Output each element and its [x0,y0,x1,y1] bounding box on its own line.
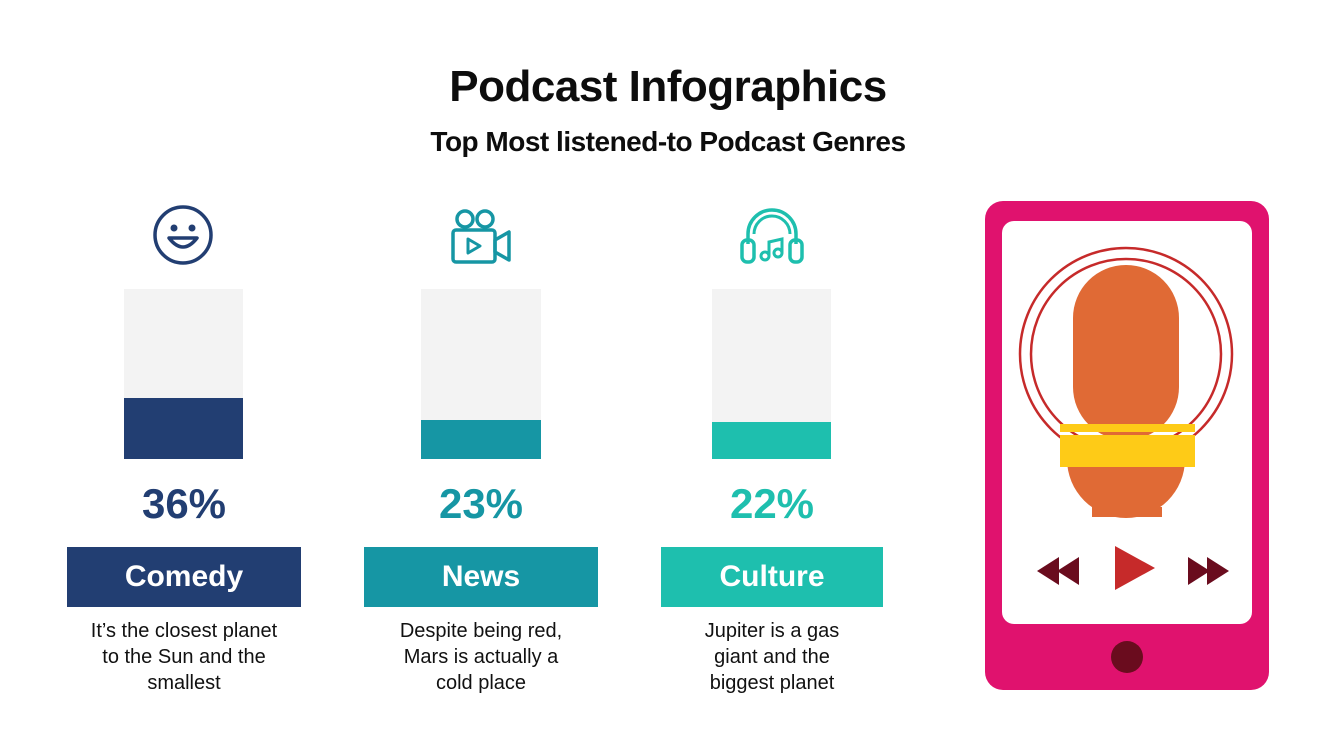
bar-fill-comedy [124,397,243,459]
value-label-news: 23% [438,480,524,527]
description-comedy: It’s the closest planet to the Sun and t… [34,618,334,696]
description-line: Jupiter is a gas [704,620,840,642]
microphone-icon [1060,265,1195,518]
description-line: smallest [147,672,221,694]
phone-home-button [1111,641,1143,673]
rewind-icon [1037,557,1079,585]
value-label-comedy: 36% [141,480,227,527]
description-line: biggest planet [709,672,835,694]
bar-track-news [421,289,541,459]
description-culture: Jupiter is a gas giant and the biggest p… [622,618,922,696]
description-line: It’s the closest planet [90,620,278,642]
value-label-culture: 22% [729,480,815,527]
page-title: Podcast Infographics [449,62,887,111]
description-line: Despite being red, [399,620,563,642]
description-news: Despite being red, Mars is actually a co… [331,618,631,696]
bar-fill-culture [712,421,831,459]
category-label-news: News [364,547,598,607]
play-icon [1115,546,1155,590]
description-line: Mars is actually a [403,646,559,668]
category-label-comedy: Comedy [67,547,301,607]
page-subtitle: Top Most listened-to Podcast Genres [430,126,906,157]
bar-track-comedy [124,289,243,459]
description-line: giant and the [714,646,830,668]
bar-fill-news [421,419,541,459]
fast-forward-icon [1188,557,1229,585]
headphones-music-icon [740,208,804,264]
bar-track-culture [712,289,831,459]
video-camera-icon [451,209,511,264]
smiley-face-icon [153,205,213,265]
description-line: cold place [435,672,527,694]
category-label-culture: Culture [661,547,883,607]
phone-illustration [985,201,1269,690]
description-line: to the Sun and the [102,646,266,668]
